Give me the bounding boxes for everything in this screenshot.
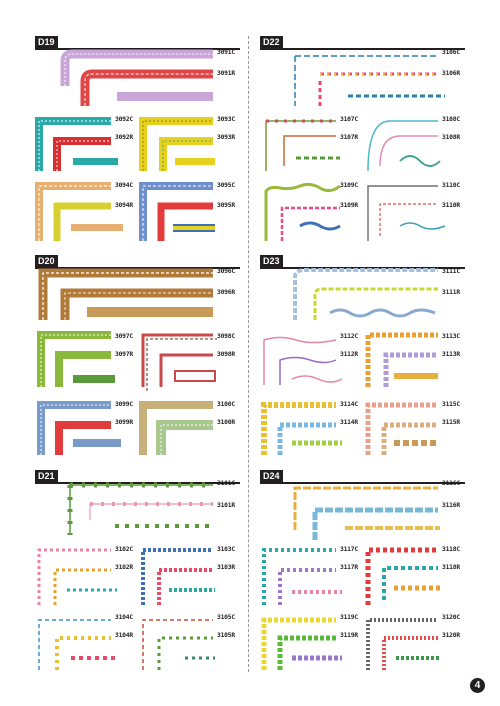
product-code: 3109C: [340, 182, 358, 189]
product-code: 3120R: [442, 632, 460, 639]
product-code: 3103C: [217, 546, 235, 553]
product-code: 3116C: [442, 480, 460, 487]
product-code: 3105C: [217, 614, 235, 621]
section-tag: D20: [35, 255, 58, 268]
section-d24: D24 3116C 3116R 3117C 3117R 3118C 3118R …: [260, 470, 465, 675]
product-code: 3116R: [442, 502, 460, 509]
section-tag: D23: [260, 255, 283, 268]
section-tag: D21: [35, 470, 58, 483]
section-d22: D22 3106C 3106R 3107C 3107R 3108C 3108R …: [260, 36, 465, 246]
product-code: 3108R: [442, 134, 460, 141]
product-code: 3119R: [340, 632, 358, 639]
product-code: 3098R: [217, 351, 235, 358]
product-code: 3097R: [115, 351, 133, 358]
product-code: 3096R: [217, 289, 235, 296]
product-code: 3109R: [340, 202, 358, 209]
section-d20: D20 3096C 3096R 3097C 3097R 3098C 3098R …: [35, 255, 240, 455]
product-code: 3111R: [442, 289, 460, 296]
product-code: 3119C: [340, 614, 358, 621]
section-tag: D19: [35, 36, 58, 49]
product-code: 3092R: [115, 134, 133, 141]
product-code: 3096C: [217, 268, 235, 275]
product-code: 3093R: [217, 134, 235, 141]
section-d23: D23 3111C 3111R 3112C 3112R 3113C 3113R …: [260, 255, 465, 455]
product-code: 3092C: [115, 116, 133, 123]
product-code: 3104C: [115, 614, 133, 621]
border-swatches: [261, 486, 440, 670]
product-code: 3113C: [442, 333, 460, 340]
product-code: 3100C: [217, 401, 235, 408]
product-code: 3100R: [217, 419, 235, 426]
product-code: 3105R: [217, 632, 235, 639]
border-swatches: [261, 268, 438, 455]
product-code: 3106R: [442, 70, 460, 77]
product-code: 3102C: [115, 546, 133, 553]
product-code: 3103R: [217, 564, 235, 571]
product-code: 3094C: [115, 182, 133, 189]
border-swatches: [37, 268, 217, 455]
product-code: 3091R: [217, 70, 235, 77]
product-code: 3099R: [115, 419, 133, 426]
product-code: 3093C: [217, 116, 235, 123]
product-code: 3101R: [217, 502, 235, 509]
product-code: 3094R: [115, 202, 133, 209]
product-code: 3099C: [115, 401, 133, 408]
section-tag: D22: [260, 36, 283, 49]
product-code: 3112C: [340, 333, 358, 340]
product-code: 3107R: [340, 134, 358, 141]
product-code: 3104R: [115, 632, 133, 639]
product-code: 3115C: [442, 401, 460, 408]
product-code: 3114C: [340, 401, 358, 408]
border-swatches: [264, 55, 446, 241]
product-code: 3098C: [217, 333, 235, 340]
border-swatches: [37, 482, 215, 670]
section-d21: D21 3101C 3101R 3102C 3102R 3103C 3103R …: [35, 470, 240, 675]
product-code: 3117C: [340, 546, 358, 553]
product-code: 3112R: [340, 351, 358, 358]
product-code: 3102R: [115, 564, 133, 571]
section-tag: D24: [260, 470, 283, 483]
border-swatches: [35, 49, 215, 241]
product-code: 3118C: [442, 546, 460, 553]
product-code: 3118R: [442, 564, 460, 571]
product-code: 3120C: [442, 614, 460, 621]
product-code: 3110C: [442, 182, 460, 189]
product-code: 3095C: [217, 182, 235, 189]
product-code: 3113R: [442, 351, 460, 358]
page-number: 4: [470, 678, 485, 693]
product-code: 3101C: [217, 480, 235, 487]
product-code: 3110R: [442, 202, 460, 209]
column-divider: [248, 36, 249, 672]
product-code: 3117R: [340, 564, 358, 571]
product-code: 3107C: [340, 116, 358, 123]
product-code: 3091C: [217, 49, 235, 56]
product-code: 3097C: [115, 333, 133, 340]
product-code: 3108C: [442, 116, 460, 123]
product-code: 3111C: [442, 268, 460, 275]
product-code: 3115R: [442, 419, 460, 426]
product-code: 3114R: [340, 419, 358, 426]
section-d19: D19 3091C 3091R 3092C 3092R 3093C 3093R …: [35, 36, 240, 246]
product-code: 3106C: [442, 49, 460, 56]
product-code: 3095R: [217, 202, 235, 209]
